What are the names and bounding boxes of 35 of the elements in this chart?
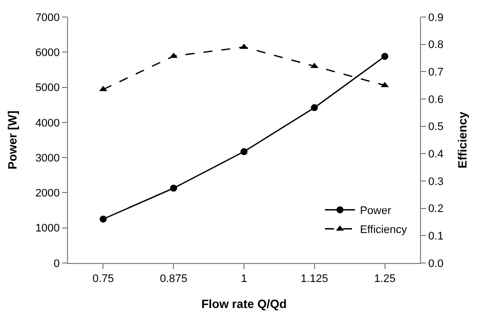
point xyxy=(310,104,318,112)
x-tick-label: 0.75 xyxy=(92,273,114,286)
y2-tick-label: 0.1 xyxy=(428,230,444,243)
y-tick-label: 0 xyxy=(54,258,60,270)
y-tick-label: 3000 xyxy=(35,152,60,164)
y2-tick-label: 0.4 xyxy=(428,148,444,161)
point xyxy=(380,82,389,88)
y-tick-label: 2000 xyxy=(35,188,60,200)
y-tick-label: 1000 xyxy=(35,222,60,235)
y2-tick-label: 0.2 xyxy=(428,203,444,216)
y-tick-label: 4000 xyxy=(35,117,60,130)
y-tick-label: 7000 xyxy=(35,12,60,24)
y2-tick-label: 0.7 xyxy=(428,66,444,79)
y2-tick-label: 0.9 xyxy=(428,12,444,24)
legend-label: Efficiency xyxy=(360,224,408,236)
x-tick-label: 1 xyxy=(240,273,248,286)
x-tick-label: 1.125 xyxy=(300,273,328,286)
point xyxy=(99,86,108,92)
legend-label: Power xyxy=(360,205,392,218)
point xyxy=(240,148,248,156)
y-axis-title: Power [W] xyxy=(6,110,20,170)
y2-tick-label: 0.0 xyxy=(428,258,444,270)
y2-tick-label: 0.5 xyxy=(428,121,444,134)
y2-tick-label: 0.8 xyxy=(428,39,444,52)
point xyxy=(381,52,388,60)
y-tick-label: 6000 xyxy=(35,46,60,59)
point xyxy=(100,216,107,223)
point xyxy=(170,184,178,192)
x-tick-label: 0.875 xyxy=(160,273,188,286)
x-tick-label: 1.25 xyxy=(374,273,396,286)
y2-tick-label: 0.3 xyxy=(428,176,444,188)
y2-tick-label: 0.6 xyxy=(428,94,444,106)
y-tick-label: 5000 xyxy=(35,82,60,94)
y2-axis-title: Efficiency xyxy=(455,111,470,168)
x-axis-title: Flow rate Q/Qd xyxy=(201,297,287,312)
